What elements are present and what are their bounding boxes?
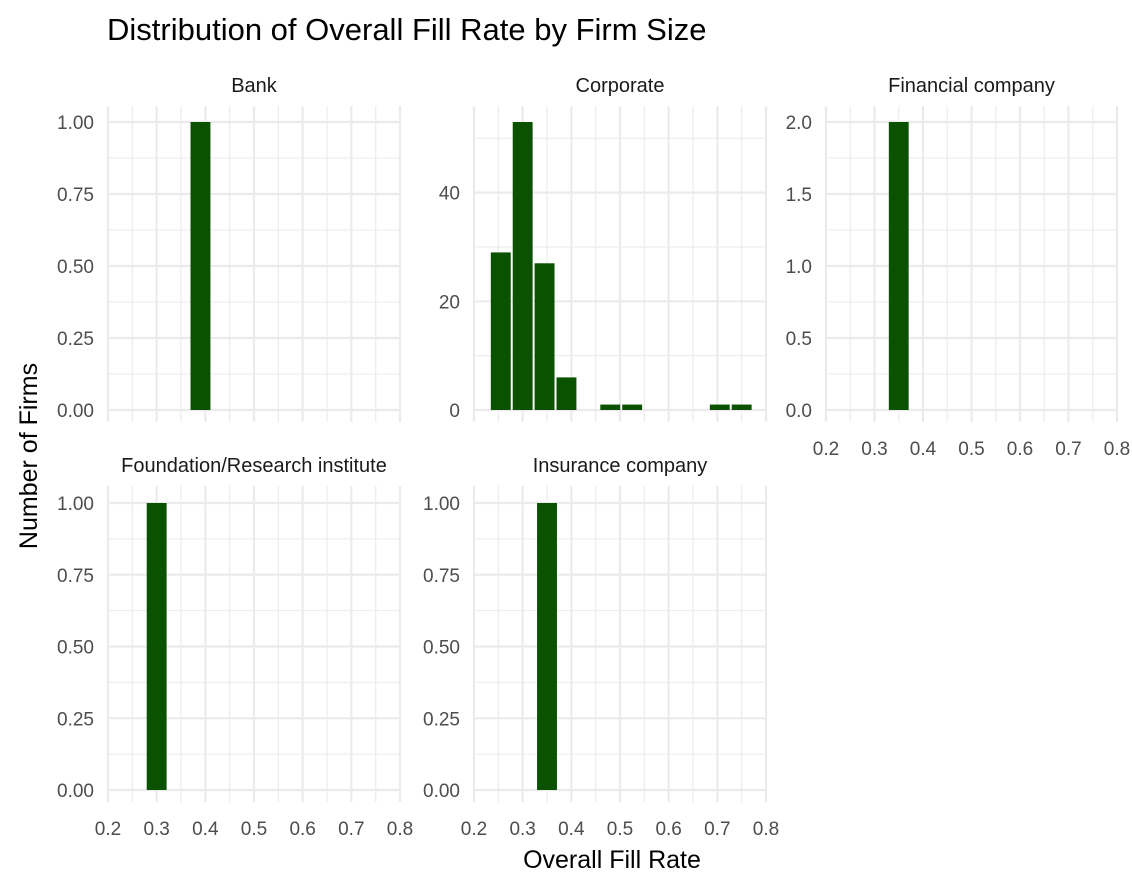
y-tick-label: 0.0 xyxy=(786,401,812,422)
facet-financial-company: Financial company 0.0 0.5 1.0 1.5 2.0 0.2 0.3 0.… xyxy=(786,75,1131,460)
x-tick-label: 0.6 xyxy=(655,819,681,840)
y-axis-title: Number of Firms xyxy=(15,363,43,549)
y-tick-label: 0.00 xyxy=(423,781,460,802)
x-tick-label: 0.6 xyxy=(289,819,315,840)
x-tick-label: 0.5 xyxy=(241,819,267,840)
y-tick-label: 20 xyxy=(439,292,460,313)
histogram-bar xyxy=(490,252,511,410)
x-tick-label: 0.2 xyxy=(95,819,121,840)
x-tick-label: 0.4 xyxy=(558,819,585,840)
y-tick-label: 0.25 xyxy=(57,329,94,350)
histogram-bar xyxy=(146,503,167,790)
facet-strip-label: Corporate xyxy=(576,75,665,97)
x-tick-label: 0.3 xyxy=(509,819,535,840)
x-tick-label: 0.5 xyxy=(607,819,633,840)
histogram-bar xyxy=(731,404,752,410)
x-tick-label: 0.7 xyxy=(704,819,730,840)
y-tick-label: 0.75 xyxy=(423,566,460,587)
y-tick-label: 0.50 xyxy=(423,638,460,659)
facet-panels: Bank 0.00 0.25 0.50 0.75 1.00 Corporate 0 20 40 Fi… xyxy=(57,75,1130,840)
facet-strip-label: Foundation/Research institute xyxy=(121,455,387,477)
y-tick-label: 2.0 xyxy=(786,113,812,134)
x-tick-label: 0.3 xyxy=(143,819,169,840)
y-tick-label: 0.00 xyxy=(57,401,94,422)
histogram-bar xyxy=(534,263,555,410)
facet-foundation-research-institute: Foundation/Research institute 0.00 0.25 0.5… xyxy=(57,455,413,840)
y-tick-label: 1.0 xyxy=(786,257,812,278)
x-tick-label: 0.3 xyxy=(861,439,887,460)
y-tick-label: 0.25 xyxy=(57,709,94,730)
x-tick-label: 0.4 xyxy=(910,439,937,460)
facet-insurance-company: Insurance company 0.00 0.25 0.50 0.75 1.00 0.2… xyxy=(423,455,779,840)
facet-strip-label: Financial company xyxy=(888,75,1055,97)
y-tick-label: 40 xyxy=(439,184,460,205)
x-tick-label: 0.7 xyxy=(1055,439,1081,460)
x-tick-label: 0.5 xyxy=(958,439,984,460)
histogram-bar xyxy=(190,122,211,410)
x-tick-label: 0.6 xyxy=(1007,439,1033,460)
chart-title: Distribution of Overall Fill Rate by Fir… xyxy=(107,12,707,47)
y-tick-label: 0 xyxy=(449,401,460,422)
y-tick-label: 1.00 xyxy=(57,113,94,134)
y-tick-label: 0.00 xyxy=(57,781,94,802)
y-tick-label: 1.00 xyxy=(423,494,460,515)
histogram-bar xyxy=(512,122,533,410)
x-tick-label: 0.4 xyxy=(192,819,219,840)
x-tick-label: 0.8 xyxy=(1104,439,1130,460)
histogram-bar xyxy=(709,404,730,410)
facet-strip-label: Insurance company xyxy=(533,455,708,477)
y-tick-label: 0.75 xyxy=(57,185,94,206)
y-tick-label: 0.50 xyxy=(57,638,94,659)
facet-bank: Bank 0.00 0.25 0.50 0.75 1.00 xyxy=(57,75,402,422)
x-axis-title: Overall Fill Rate xyxy=(523,846,701,874)
histogram-bar xyxy=(888,122,909,410)
y-tick-label: 0.5 xyxy=(786,329,812,350)
x-tick-label: 0.7 xyxy=(338,819,364,840)
y-tick-label: 1.5 xyxy=(786,185,812,206)
histogram-bar xyxy=(537,503,557,790)
y-tick-label: 0.50 xyxy=(57,257,94,278)
y-tick-label: 0.25 xyxy=(423,709,460,730)
facet-corporate: Corporate 0 20 40 xyxy=(439,75,768,422)
y-tick-label: 1.00 xyxy=(57,494,94,515)
x-tick-label: 0.2 xyxy=(813,439,839,460)
histogram-bar xyxy=(622,404,643,410)
x-tick-label: 0.8 xyxy=(387,819,413,840)
histogram-bar xyxy=(600,404,621,410)
histogram-bar xyxy=(556,377,577,410)
x-tick-label: 0.8 xyxy=(753,819,779,840)
facet-strip-label: Bank xyxy=(231,75,278,97)
x-tick-label: 0.2 xyxy=(461,819,487,840)
y-tick-label: 0.75 xyxy=(57,566,94,587)
